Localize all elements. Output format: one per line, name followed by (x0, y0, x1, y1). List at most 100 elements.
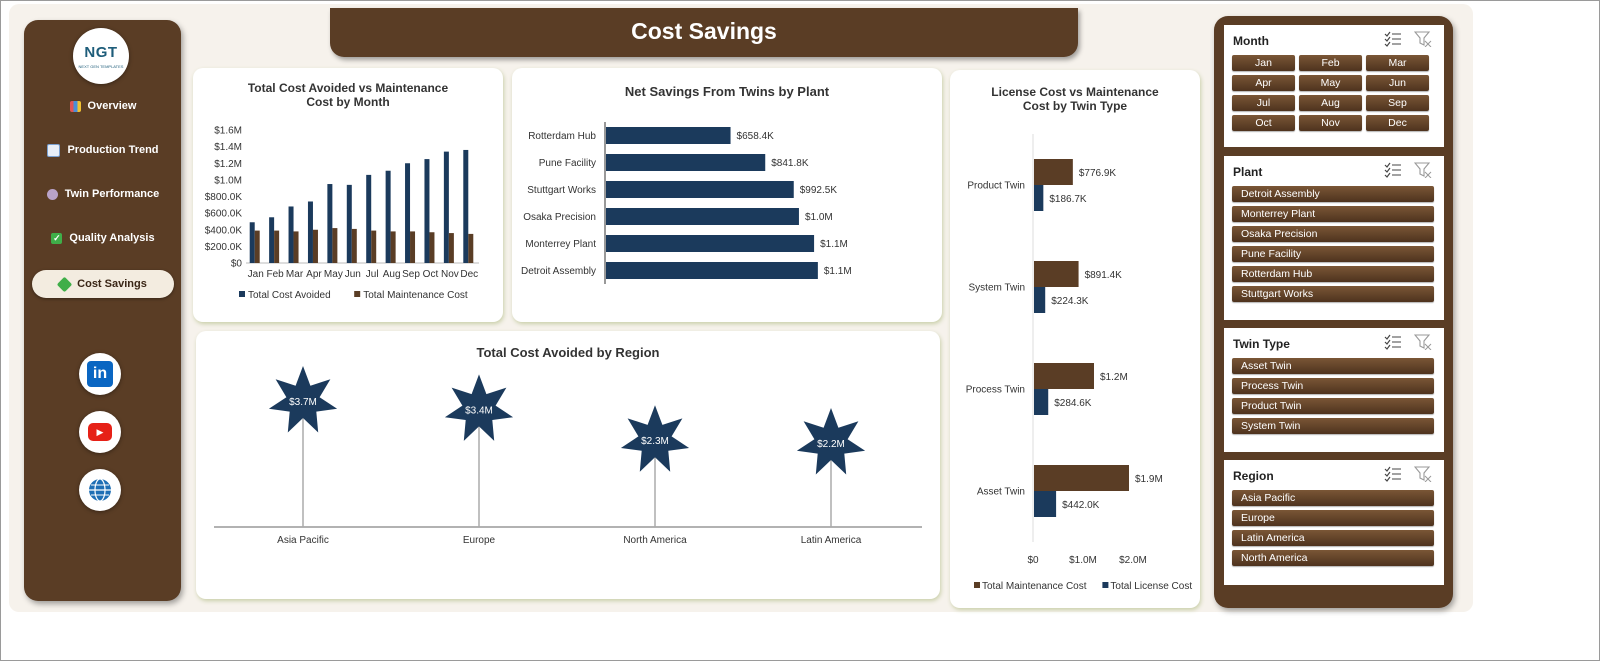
slicer-item-feb[interactable]: Feb (1299, 55, 1362, 71)
slicer-toolbar (1384, 334, 1432, 350)
slicer-item-system-twin[interactable]: System Twin (1232, 418, 1434, 434)
slicer-item-jan[interactable]: Jan (1232, 55, 1295, 71)
clear-filter-icon[interactable] (1414, 31, 1432, 47)
youtube-button[interactable]: ▶ (79, 411, 121, 453)
star-marker-europe (444, 374, 514, 441)
slicer-item-mar[interactable]: Mar (1366, 55, 1429, 71)
slicer-item-may[interactable]: May (1299, 75, 1362, 91)
bar-maintenance-dec (468, 233, 474, 263)
y-tick-label: $1.0M (214, 175, 242, 186)
slicer-item-pune-facility[interactable]: Pune Facility (1232, 246, 1434, 262)
multi-select-icon[interactable] (1384, 334, 1402, 350)
slicer-item-apr[interactable]: Apr (1232, 75, 1295, 91)
bar-maintenance-process-twin (1034, 363, 1094, 389)
slicer-item-detroit-assembly[interactable]: Detroit Assembly (1232, 186, 1434, 202)
clear-filter-icon[interactable] (1414, 162, 1432, 178)
multi-select-icon[interactable] (1384, 162, 1402, 178)
data-label: $224.3K (1051, 296, 1089, 307)
slicer-item-dec[interactable]: Dec (1366, 115, 1429, 131)
bar-cost-avoided-apr (307, 201, 313, 263)
legend-swatch (239, 291, 245, 297)
slicer-item-stuttgart-works[interactable]: Stuttgart Works (1232, 286, 1434, 302)
slicer-region: Region Asia Pacific Europe Latin America Nor… (1224, 460, 1444, 585)
x-tick-label: Jan (248, 269, 264, 280)
slicer-item-latin-america[interactable]: Latin America (1232, 530, 1434, 546)
multi-select-icon[interactable] (1384, 31, 1402, 47)
chart-card-monthly: Total Cost Avoided vs Maintenance Cost b… (193, 68, 503, 322)
nav-item-quality-analysis[interactable]: ✓ Quality Analysis (32, 224, 174, 252)
y-tick-label: Product Twin (967, 181, 1025, 192)
bar-cost-avoided-oct (424, 159, 430, 263)
logo[interactable]: NGT NEXT GEN TEMPLATES (73, 28, 129, 84)
logo-tagline: NEXT GEN TEMPLATES (78, 64, 124, 69)
slicer-item-monterrey-plant[interactable]: Monterrey Plant (1232, 206, 1434, 222)
gear-icon (46, 188, 58, 200)
chart-title-line: Total Cost Avoided vs Maintenance (247, 81, 449, 95)
bar-osaka-precision (606, 208, 799, 225)
y-tick-label: $200.0K (205, 242, 243, 253)
legend-label: Total License Cost (1110, 581, 1192, 592)
y-tick-label: $0 (231, 259, 243, 270)
slicer-item-asset-twin[interactable]: Asset Twin (1232, 358, 1434, 374)
region-chart[interactable]: $3.7M Asia Pacific $3.4M Europe $2.3M North A… (196, 331, 940, 599)
clear-filter-icon[interactable] (1414, 466, 1432, 482)
bar-cost-avoided-sep (405, 163, 411, 263)
bar-cost-avoided-mar (288, 206, 294, 263)
slicer-item-osaka-precision[interactable]: Osaka Precision (1232, 226, 1434, 242)
slicer-title: Twin Type (1233, 337, 1290, 351)
nav-label: Twin Performance (64, 188, 160, 200)
plant-chart[interactable]: Rotterdam Hub $658.4K Pune Facility $841.8K… (512, 68, 942, 322)
multi-select-icon[interactable] (1384, 466, 1402, 482)
linkedin-button[interactable]: in (79, 353, 121, 395)
bar-monterrey-plant (606, 235, 815, 252)
chart-title: License Cost vs Maintenance Cost by Twin… (950, 85, 1200, 113)
legend-label: Total Maintenance Cost (363, 290, 468, 301)
slicer-item-rotterdam-hub[interactable]: Rotterdam Hub (1232, 266, 1434, 282)
data-label: $186.7K (1049, 194, 1087, 205)
chart-icon (69, 100, 81, 112)
slicer-item-oct[interactable]: Oct (1232, 115, 1295, 131)
bar-cost-avoided-jan (249, 222, 255, 263)
y-tick-label: Pune Facility (539, 158, 596, 169)
star-marker-latin-america (796, 408, 866, 475)
slicer-item-europe[interactable]: Europe (1232, 510, 1434, 526)
slicer-item-nov[interactable]: Nov (1299, 115, 1362, 131)
x-tick-label: Apr (306, 269, 322, 280)
nav-item-overview[interactable]: Overview (32, 92, 174, 120)
data-label: $2.2M (817, 439, 845, 450)
slicer-item-process-twin[interactable]: Process Twin (1232, 378, 1434, 394)
data-label: $1.2M (1100, 372, 1128, 383)
slicer-item-product-twin[interactable]: Product Twin (1232, 398, 1434, 414)
nav-item-production-trend[interactable]: Production Trend (32, 136, 174, 164)
y-tick-label: System Twin (969, 283, 1026, 294)
nav-label: Production Trend (67, 144, 159, 156)
bar-maintenance-mar (293, 231, 299, 263)
twin-type-chart[interactable]: $776.9K $186.7K Product Twin $891.4K $224.3K… (950, 70, 1200, 608)
money-icon (56, 276, 73, 292)
clear-filter-icon[interactable] (1414, 334, 1432, 350)
chart-title: Net Savings From Twins by Plant (624, 84, 830, 99)
slicer-item-aug[interactable]: Aug (1299, 95, 1362, 111)
slicer-item-asia-pacific[interactable]: Asia Pacific (1232, 490, 1434, 506)
y-tick-label: Detroit Assembly (521, 266, 596, 277)
y-tick-label: Osaka Precision (523, 212, 596, 223)
monthly-chart[interactable]: $0 $200.0K $400.0K $600.0K $800.0K $1.0M $1.2M… (193, 68, 503, 322)
bar-pune-facility (606, 154, 766, 171)
y-tick-label: $1.4M (214, 142, 242, 153)
linkedin-icon: in (87, 361, 113, 387)
legend-label: Total Cost Avoided (248, 290, 331, 301)
y-tick-label: $1.2M (214, 159, 242, 170)
star-marker-asia-pacific (268, 366, 338, 433)
y-tick-label: Asset Twin (977, 487, 1025, 498)
x-tick-label: $1.0M (1069, 555, 1097, 566)
check-icon: ✓ (51, 232, 63, 244)
slicer-item-jul[interactable]: Jul (1232, 95, 1295, 111)
website-button[interactable] (79, 469, 121, 511)
slicer-item-sep[interactable]: Sep (1366, 95, 1429, 111)
nav-item-cost-savings[interactable]: Cost Savings (32, 270, 174, 298)
bar-cost-avoided-aug (385, 170, 391, 263)
slicer-item-jun[interactable]: Jun (1366, 75, 1429, 91)
nav-item-twin-performance[interactable]: Twin Performance (32, 180, 174, 208)
slicer-toolbar (1384, 31, 1432, 47)
slicer-item-north-america[interactable]: North America (1232, 550, 1434, 566)
